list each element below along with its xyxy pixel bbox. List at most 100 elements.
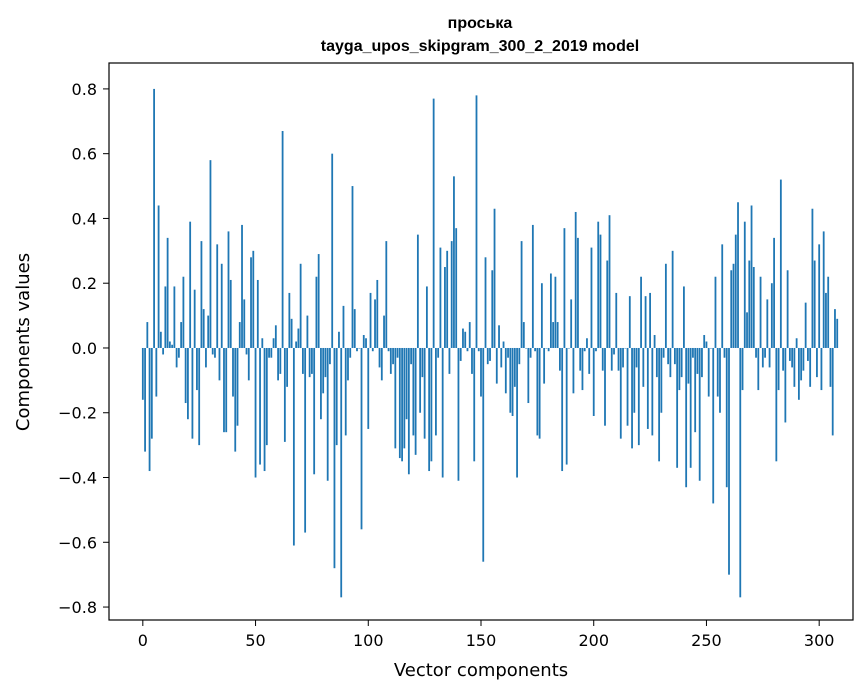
y-tick-label: 0.4	[72, 209, 97, 228]
bar-110	[389, 347, 392, 374]
bar-82	[326, 347, 329, 481]
bar-54	[263, 347, 266, 472]
bar-238	[678, 347, 681, 391]
bar-176	[538, 347, 541, 439]
bar-137	[450, 241, 453, 348]
bar-192	[574, 211, 577, 348]
bar-68	[295, 341, 298, 348]
bar-196	[583, 347, 586, 352]
bar-210	[615, 292, 618, 348]
bar-167	[518, 347, 521, 365]
bar-197	[586, 338, 588, 348]
bar-136	[448, 347, 451, 374]
bar-1	[144, 347, 146, 452]
bar-191	[572, 347, 575, 394]
bar-190	[570, 299, 573, 348]
bar-229	[658, 347, 661, 462]
bar-204	[601, 347, 604, 371]
bar-102	[371, 347, 374, 352]
bar-165	[513, 347, 516, 387]
bar-18	[182, 276, 185, 348]
bar-272	[755, 347, 757, 358]
bar-208	[610, 347, 613, 371]
bar-23	[193, 289, 196, 348]
x-tick-label: 50	[245, 631, 265, 650]
bar-12	[168, 341, 171, 348]
bar-292	[800, 347, 803, 381]
bar-61	[279, 347, 282, 374]
bar-220	[637, 347, 640, 446]
bar-277	[766, 299, 769, 348]
bar-39	[229, 279, 232, 348]
bar-46	[245, 347, 248, 355]
bar-226	[651, 347, 654, 436]
bar-34	[218, 347, 221, 381]
bar-301	[820, 347, 823, 391]
bar-243	[689, 347, 692, 468]
bar-194	[579, 347, 582, 371]
bar-123	[419, 347, 422, 413]
bar-31	[211, 347, 214, 355]
bar-55	[265, 347, 268, 446]
bar-225	[649, 292, 651, 348]
bar-173	[531, 224, 534, 348]
bar-2	[146, 322, 149, 348]
bar-298	[813, 260, 816, 348]
bar-233	[667, 347, 670, 365]
bar-183	[554, 276, 557, 348]
y-tick-label: −0.6	[58, 533, 97, 552]
bar-209	[613, 347, 615, 355]
bar-222	[642, 347, 645, 387]
bar-144	[466, 347, 469, 352]
bar-109	[387, 347, 390, 352]
bar-266	[741, 347, 744, 391]
bar-96	[358, 347, 361, 349]
bar-160	[502, 341, 505, 348]
bar-52	[259, 347, 261, 465]
x-tick-label: 300	[804, 631, 835, 650]
bar-169	[522, 322, 525, 348]
bar-177	[540, 283, 543, 348]
bar-291	[797, 347, 800, 400]
bar-72	[304, 347, 307, 533]
y-tick-label: −0.4	[58, 469, 97, 488]
bar-200	[592, 347, 595, 416]
bar-134	[444, 267, 446, 348]
bar-94	[353, 309, 356, 348]
bar-125	[423, 347, 426, 439]
bar-90	[344, 347, 347, 436]
bar-262	[732, 263, 735, 348]
bar-294	[804, 302, 807, 348]
bar-284	[782, 347, 785, 371]
bar-141	[459, 347, 462, 361]
bar-249	[703, 335, 706, 348]
bar-107	[383, 315, 385, 348]
bar-281	[775, 347, 778, 462]
bar-41	[234, 347, 237, 452]
bar-247	[698, 347, 701, 481]
bar-239	[680, 347, 683, 378]
bar-73	[306, 315, 309, 348]
plot-frame	[108, 62, 854, 621]
bar-257	[721, 244, 724, 348]
bar-10	[164, 286, 167, 348]
bar-60	[277, 347, 279, 381]
bar-299	[816, 347, 818, 378]
bar-297	[811, 208, 814, 348]
bar-259	[725, 347, 728, 488]
bar-37	[225, 347, 228, 433]
bar-203	[599, 234, 602, 348]
y-axis-label: Components values	[13, 253, 34, 431]
bar-219	[635, 347, 638, 368]
bar-187	[563, 228, 566, 348]
bar-148	[475, 95, 478, 348]
bar-36	[223, 347, 225, 433]
bar-205	[604, 347, 606, 426]
bar-263	[734, 234, 737, 348]
bar-113	[396, 347, 399, 358]
bar-245	[694, 347, 697, 433]
bar-35	[220, 263, 223, 348]
bar-74	[308, 347, 311, 378]
bar-103	[374, 299, 376, 348]
bar-242	[687, 347, 690, 384]
